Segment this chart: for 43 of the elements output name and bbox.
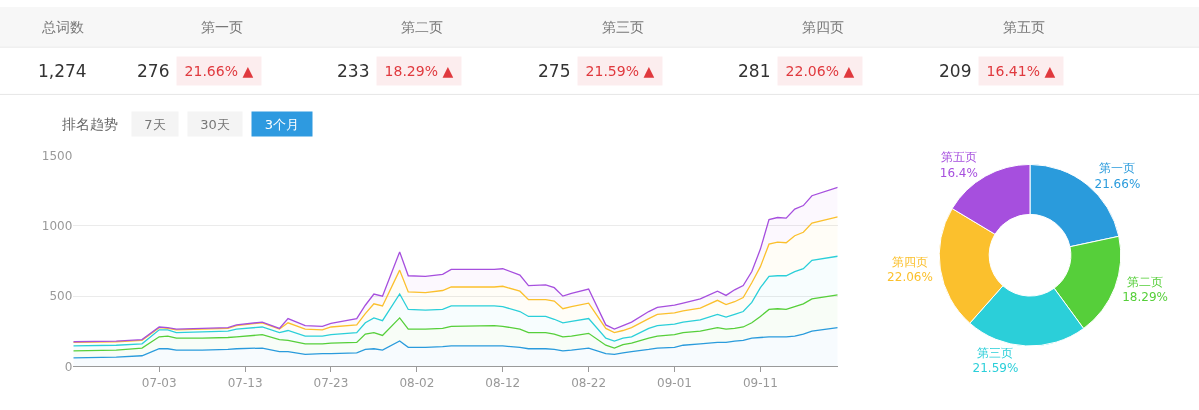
y-tick-label: 500 (49, 289, 73, 304)
x-tick-label: 09-01 (657, 375, 692, 390)
x-tick-label: 07-13 (227, 375, 263, 390)
data-label: 16.41% ▲ (986, 63, 1056, 79)
data-label: 233 (337, 61, 370, 81)
data-label: 21.66% ▲ (184, 63, 254, 79)
slice-label: 第四页 (891, 254, 928, 269)
data-label: 21.59% ▲ (585, 63, 655, 79)
x-tick-label: 07-03 (141, 375, 177, 390)
category-label: 第二页 (401, 19, 443, 35)
y-tick-label: 0 (64, 359, 73, 374)
x-tick-label: 09-11 (742, 375, 778, 390)
slice-label: 第五页 (940, 150, 977, 165)
x-tick-label: 07-23 (313, 375, 349, 390)
chart-title: 排名趋势 (62, 116, 118, 132)
data-label: 18.29% ▲ (384, 63, 454, 79)
data-label: 1,274 (38, 61, 87, 81)
slice-label: 第一页 (1099, 160, 1136, 175)
x-tick-label: 08-12 (485, 375, 521, 390)
text: 3个月 (264, 116, 300, 132)
category-label: 第一页 (201, 19, 243, 35)
y-tick-label: 1500 (41, 148, 73, 163)
data-label: 209 (939, 61, 972, 81)
data-label: 281 (738, 61, 771, 81)
category-label: 第五页 (1003, 19, 1045, 35)
data-label: 21.59% (972, 361, 1019, 376)
data-label: 276 (137, 61, 170, 81)
category-label: 第三页 (602, 19, 644, 35)
data-label: 18.29% (1122, 290, 1168, 305)
text: 7天 (144, 116, 166, 132)
data-label: 22.06% ▲ (785, 63, 855, 79)
slice-label: 第三页 (977, 345, 1014, 360)
data-label: 16.4% (939, 165, 978, 180)
category-label: 第四页 (802, 19, 844, 35)
x-tick-label: 08-22 (571, 375, 607, 390)
category-label: 总词数 (41, 19, 84, 35)
slice-label: 第二页 (1127, 274, 1164, 289)
data-label: 21.66% (1094, 176, 1141, 191)
data-label: 22.06% (887, 270, 933, 285)
data-label: 275 (538, 61, 571, 81)
text: 30天 (200, 116, 230, 132)
y-tick-label: 1000 (41, 219, 73, 234)
x-tick-label: 08-02 (399, 375, 435, 390)
